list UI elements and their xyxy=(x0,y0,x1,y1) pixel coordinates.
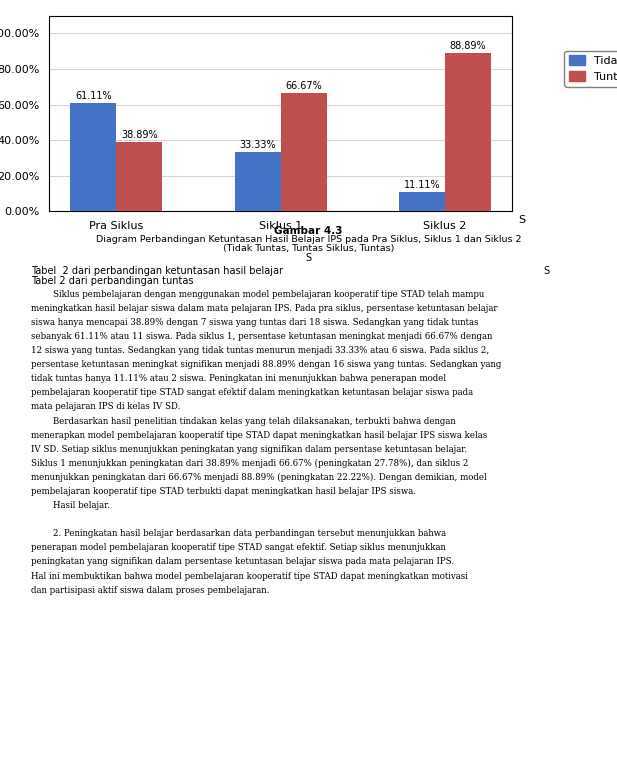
Text: Berdasarkan hasil penelitian tindakan kelas yang telah dilaksanakan, terbukti ba: Berdasarkan hasil penelitian tindakan ke… xyxy=(31,417,455,425)
Text: menerapkan model pembelajaran kooperatif tipe STAD dapat meningkatkan hasil bela: menerapkan model pembelajaran kooperatif… xyxy=(31,431,487,439)
Text: 12 siswa yang tuntas. Sedangkan yang tidak tuntas menurun menjadi 33.33% atau 6 : 12 siswa yang tuntas. Sedangkan yang tid… xyxy=(31,346,489,355)
Text: Diagram Perbandingan Ketuntasan Hasil Belajar IPS pada Pra Siklus, Siklus 1 dan : Diagram Perbandingan Ketuntasan Hasil Be… xyxy=(96,235,521,244)
Text: 11.11%: 11.11% xyxy=(404,179,441,189)
Text: peningkatan yang signifikan dalam persentase ketuntasan belajar siswa pada mata : peningkatan yang signifikan dalam persen… xyxy=(31,557,454,566)
Text: S: S xyxy=(305,253,312,263)
Text: mata pelajaran IPS di kelas IV SD.: mata pelajaran IPS di kelas IV SD. xyxy=(31,402,180,411)
Text: Gambar 4.3: Gambar 4.3 xyxy=(274,226,343,236)
Text: 33.33%: 33.33% xyxy=(239,140,276,150)
Text: Tabel 2 dari perbandingan tuntas: Tabel 2 dari perbandingan tuntas xyxy=(31,276,193,287)
Text: IV SD. Setiap siklus menunjukkan peningkatan yang signifikan dalam persentase ke: IV SD. Setiap siklus menunjukkan peningk… xyxy=(31,445,467,453)
Bar xyxy=(445,53,491,211)
Text: Hal ini membuktikan bahwa model pembelajaran kooperatif tipe STAD dapat meningka: Hal ini membuktikan bahwa model pembelaj… xyxy=(31,572,468,580)
Text: 61.11%: 61.11% xyxy=(75,91,112,100)
Bar xyxy=(399,192,445,211)
Legend: Tidak Tuntas, Tuntas: Tidak Tuntas, Tuntas xyxy=(565,51,617,87)
Bar xyxy=(281,92,327,211)
Bar xyxy=(234,152,281,211)
Text: 66.67%: 66.67% xyxy=(286,81,322,91)
Text: sebanyak 61.11% atau 11 siswa. Pada siklus 1, persentase ketuntasan meningkat me: sebanyak 61.11% atau 11 siswa. Pada sikl… xyxy=(31,332,492,341)
Text: S: S xyxy=(543,266,549,276)
Text: Tabel  2 dari perbandingan ketuntasan hasil belajar: Tabel 2 dari perbandingan ketuntasan has… xyxy=(31,266,283,276)
Text: Hasil belajar.: Hasil belajar. xyxy=(31,501,110,510)
Text: Siklus pembelajaran dengan menggunakan model pembelajaran kooperatif tipe STAD t: Siklus pembelajaran dengan menggunakan m… xyxy=(31,290,484,298)
Text: S: S xyxy=(518,215,526,225)
Text: tidak tuntas hanya 11.11% atau 2 siswa. Peningkatan ini menunjukkan bahwa penera: tidak tuntas hanya 11.11% atau 2 siswa. … xyxy=(31,374,446,383)
Text: 38.89%: 38.89% xyxy=(121,130,158,140)
Bar xyxy=(117,143,162,211)
Bar xyxy=(70,103,117,211)
Text: (Tidak Tuntas, Tuntas Siklus, Tuntas): (Tidak Tuntas, Tuntas Siklus, Tuntas) xyxy=(223,244,394,252)
Text: pembelajaran kooperatif tipe STAD sangat efektif dalam meningkatkan ketuntasan b: pembelajaran kooperatif tipe STAD sangat… xyxy=(31,388,473,397)
Text: dan partisipasi aktif siswa dalam proses pembelajaran.: dan partisipasi aktif siswa dalam proses… xyxy=(31,586,269,594)
Text: 88.89%: 88.89% xyxy=(450,41,486,51)
Text: penerapan model pembelajaran kooperatif tipe STAD sangat efektif. Setiap siklus : penerapan model pembelajaran kooperatif … xyxy=(31,543,445,552)
Text: Siklus 1 menunjukkan peningkatan dari 38.89% menjadi 66.67% (peningkatan 27.78%): Siklus 1 menunjukkan peningkatan dari 38… xyxy=(31,459,468,468)
Text: meningkatkan hasil belajar siswa dalam mata pelajaran IPS. Pada pra siklus, pers: meningkatkan hasil belajar siswa dalam m… xyxy=(31,304,497,312)
Text: pembelajaran kooperatif tipe STAD terbukti dapat meningkatkan hasil belajar IPS : pembelajaran kooperatif tipe STAD terbuk… xyxy=(31,487,416,496)
Text: 2. Peningkatan hasil belajar berdasarkan data perbandingan tersebut menunjukkan : 2. Peningkatan hasil belajar berdasarkan… xyxy=(31,529,446,538)
Text: menunjukkan peningkatan dari 66.67% menjadi 88.89% (peningkatan 22.22%). Dengan : menunjukkan peningkatan dari 66.67% menj… xyxy=(31,473,487,482)
Text: persentase ketuntasan meningkat signifikan menjadi 88.89% dengan 16 siswa yang t: persentase ketuntasan meningkat signifik… xyxy=(31,360,501,369)
Text: siswa hanya mencapai 38.89% dengan 7 siswa yang tuntas dari 18 siswa. Sedangkan : siswa hanya mencapai 38.89% dengan 7 sis… xyxy=(31,318,478,327)
